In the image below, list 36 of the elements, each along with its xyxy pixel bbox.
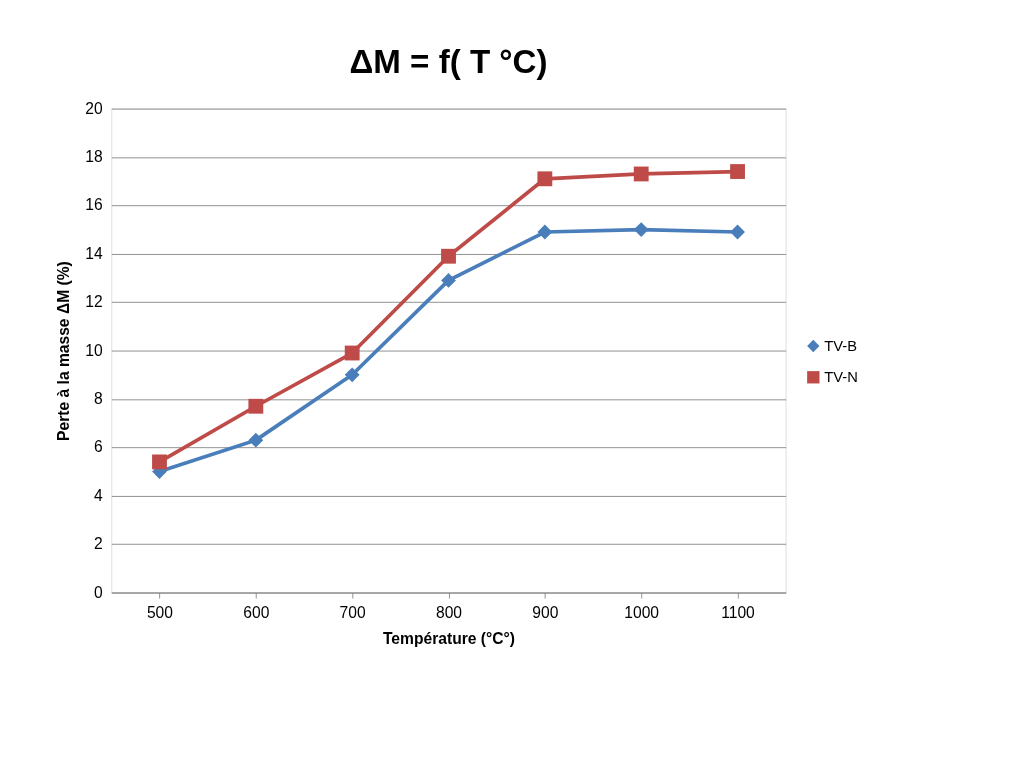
x-axis-title: Température (°C°) bbox=[382, 629, 515, 647]
y-tick-label: 16 bbox=[85, 196, 103, 214]
y-tick-label: 20 bbox=[85, 99, 103, 117]
y-tick-label: 2 bbox=[93, 535, 103, 553]
y-tick-label: 6 bbox=[93, 438, 103, 456]
x-tick-label: 800 bbox=[435, 603, 463, 621]
x-tick-label: 500 bbox=[146, 603, 174, 621]
y-tick-label: 10 bbox=[85, 341, 103, 359]
point bbox=[248, 432, 264, 448]
point bbox=[441, 248, 456, 264]
x-tick-label: 1100 bbox=[721, 603, 756, 621]
point bbox=[344, 367, 360, 383]
point bbox=[248, 398, 264, 414]
x-tick-label: 700 bbox=[339, 603, 366, 621]
y-tick-label: 4 bbox=[93, 486, 103, 504]
x-tick-label: 1000 bbox=[624, 603, 660, 621]
point bbox=[441, 273, 456, 288]
y-tick-label: 12 bbox=[85, 293, 103, 311]
point bbox=[152, 454, 167, 470]
y-tick-label: 14 bbox=[85, 244, 103, 262]
chart-title: ΔM = f( T °C) bbox=[349, 42, 548, 80]
point bbox=[537, 171, 553, 187]
point bbox=[730, 224, 745, 240]
y-tick-label: 0 bbox=[93, 583, 103, 601]
y-tick-label: 8 bbox=[93, 390, 103, 408]
legend-label: TV-B bbox=[824, 337, 858, 354]
point bbox=[344, 345, 360, 361]
point bbox=[537, 224, 553, 240]
legend-label: TV-N bbox=[824, 368, 858, 385]
y-tick-label: 18 bbox=[85, 148, 103, 166]
point bbox=[633, 166, 649, 182]
y-axis-title: Perte à la masse ΔM (%) bbox=[54, 261, 72, 441]
point bbox=[730, 164, 745, 179]
point bbox=[633, 222, 649, 238]
x-tick-label: 600 bbox=[243, 603, 270, 621]
x-tick-label: 900 bbox=[532, 603, 559, 621]
